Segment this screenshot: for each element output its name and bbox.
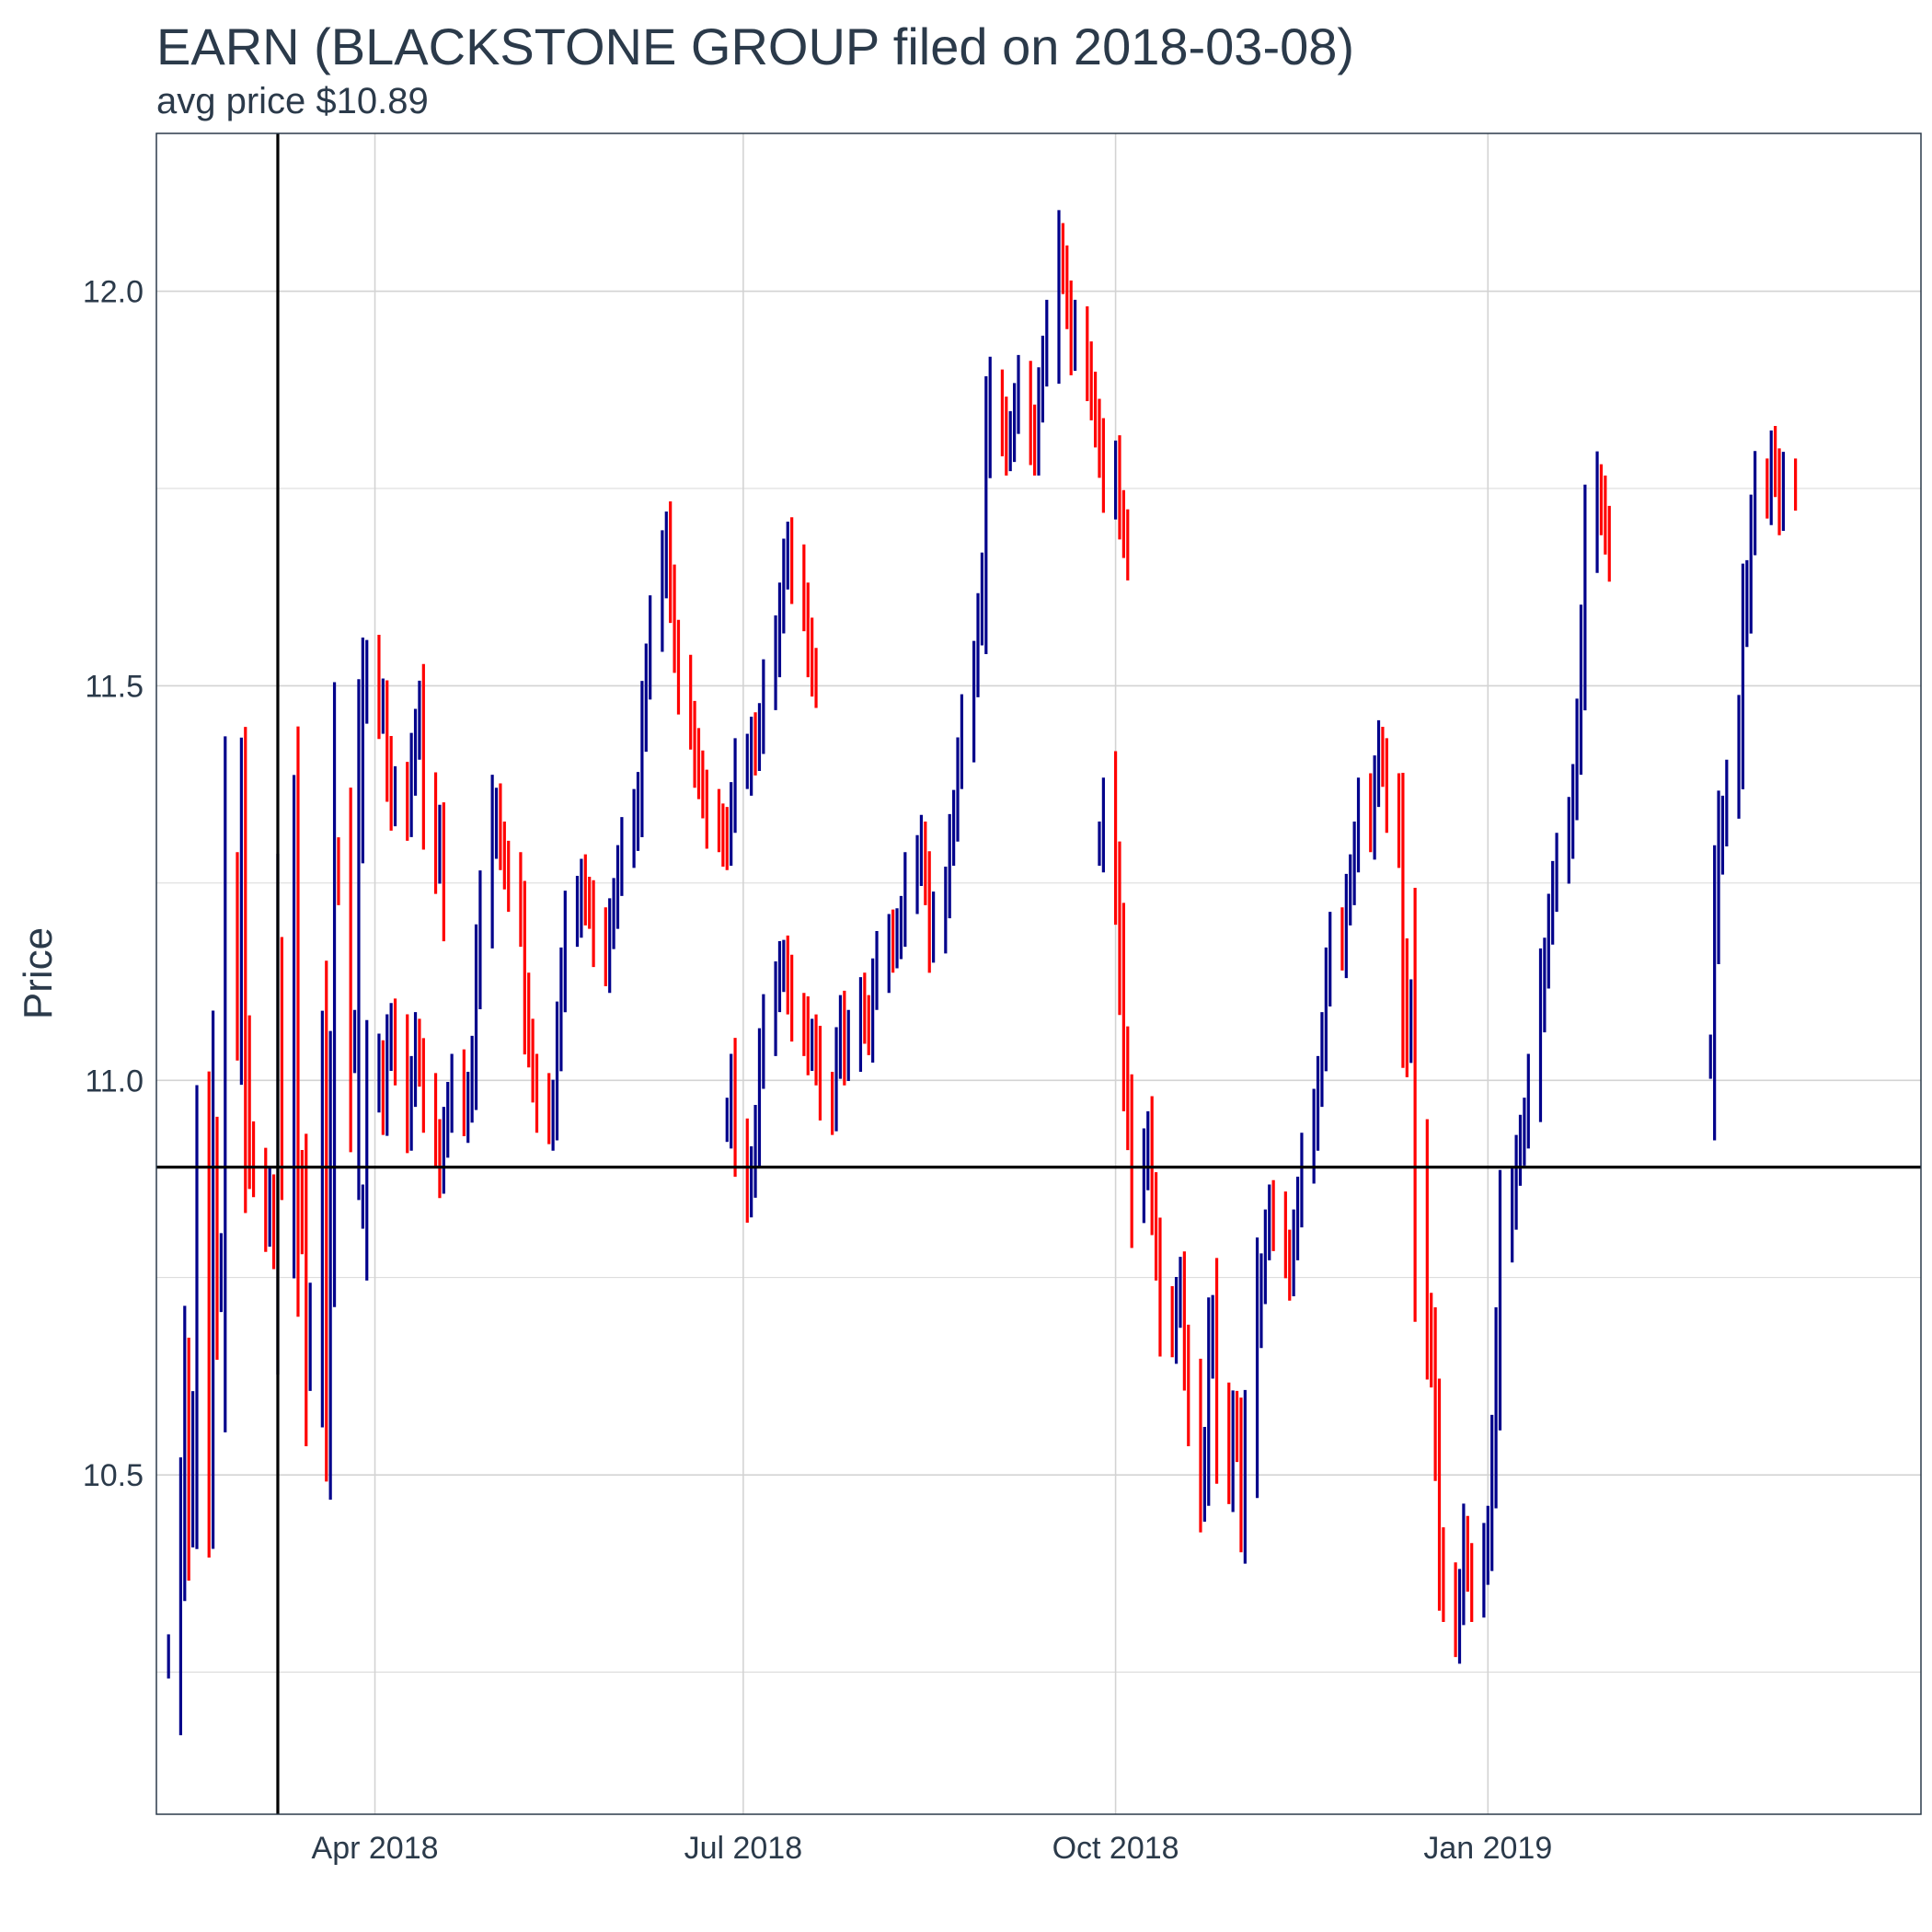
x-tick-label: Jul 2018 [684,1831,803,1866]
reference-lines [156,133,1921,1814]
y-tick-label: 12.0 [83,275,144,310]
y-axis-title: Price [16,927,61,1019]
chart-subtitle: avg price $10.89 [156,81,429,121]
x-tick-label: Oct 2018 [1052,1831,1179,1866]
y-axis-ticks: 10.5 11.0 11.5 12.0 [83,275,144,1494]
x-axis-ticks: Apr 2018 Jul 2018 Oct 2018 Jan 2019 [312,1831,1553,1866]
x-tick-label: Jan 2019 [1423,1831,1552,1866]
grid-lines [156,133,1921,1814]
x-tick-label: Apr 2018 [312,1831,439,1866]
y-tick-label: 10.5 [83,1458,144,1493]
plot-panel-border [155,132,1922,1815]
chart-title: EARN (BLACKSTONE GROUP filed on 2018-03-… [156,17,1355,75]
price-bars [167,210,1798,1736]
y-tick-label: 11.0 [85,1064,144,1098]
y-tick-label: 11.5 [85,669,144,704]
